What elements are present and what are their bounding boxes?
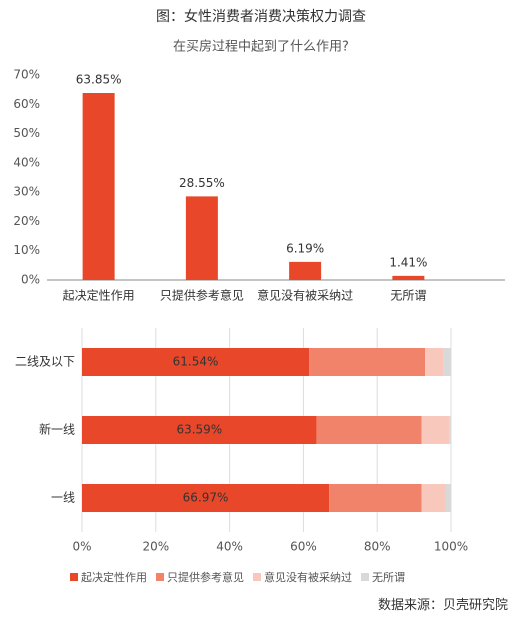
bar: [392, 275, 425, 280]
x-tick-label: 20%: [142, 540, 169, 554]
bar-segment: [82, 416, 317, 444]
legend-label: 只提供参考意见: [167, 570, 244, 584]
data-label: 63.85%: [76, 73, 122, 87]
y-tick-label: 一线: [51, 491, 75, 505]
y-tick-label: 30%: [13, 185, 40, 199]
y-tick-label: 40%: [13, 155, 40, 169]
legend-swatch: [361, 573, 369, 581]
bar-segment: [449, 416, 451, 444]
y-tick-label: 二线及以下: [15, 355, 75, 369]
data-label: 6.19%: [286, 241, 324, 255]
legend-label: 无所谓: [372, 571, 405, 584]
bar: [185, 196, 218, 280]
bar-segment: [421, 484, 446, 512]
bar-segment: [316, 416, 422, 444]
data-label: 61.54%: [173, 355, 219, 369]
data-label: 28.55%: [179, 176, 225, 190]
bar: [82, 93, 115, 280]
data-label: 66.97%: [183, 491, 229, 505]
legend-swatch: [156, 573, 164, 581]
legend-swatch: [70, 573, 78, 581]
legend-label: 起决定性作用: [81, 570, 147, 584]
bar-segment: [309, 348, 426, 376]
y-tick-label: 0%: [21, 273, 40, 287]
x-tick-label: 40%: [216, 540, 243, 554]
bar-segment: [329, 484, 422, 512]
bar-segment: [445, 484, 451, 512]
x-tick-label: 60%: [290, 540, 317, 554]
y-tick-label: 新一线: [39, 422, 75, 437]
chart-title: 图：女性消费者消费决策权力调查: [156, 8, 366, 25]
x-tick-label: 只提供参考意见: [160, 288, 244, 303]
x-tick-label: 0%: [72, 540, 91, 554]
y-tick-label: 20%: [13, 214, 40, 228]
chart-subtitle: 在买房过程中起到了什么作用?: [173, 39, 349, 55]
bar-segment: [443, 348, 451, 376]
data-label: 1.41%: [389, 255, 427, 269]
source: 数据来源：贝壳研究院: [378, 597, 508, 612]
bar-segment: [425, 348, 444, 376]
x-tick-label: 80%: [364, 540, 391, 554]
y-tick-label: 60%: [13, 97, 40, 111]
x-tick-label: 无所谓: [390, 289, 426, 303]
y-tick-label: 50%: [13, 126, 40, 140]
x-tick-label: 100%: [434, 540, 468, 554]
x-tick-label: 起决定性作用: [63, 288, 135, 303]
y-tick-label: 10%: [13, 243, 40, 257]
bar: [289, 261, 322, 280]
data-label: 63.59%: [176, 423, 222, 437]
bar-segment: [82, 348, 310, 376]
x-tick-label: 意见没有被采纳过: [257, 288, 353, 303]
legend-label: 意见没有被采纳过: [264, 570, 352, 584]
legend-swatch: [253, 573, 261, 581]
bar-segment: [82, 484, 330, 512]
y-tick-label: 70%: [13, 68, 40, 82]
bar-segment: [421, 416, 450, 444]
